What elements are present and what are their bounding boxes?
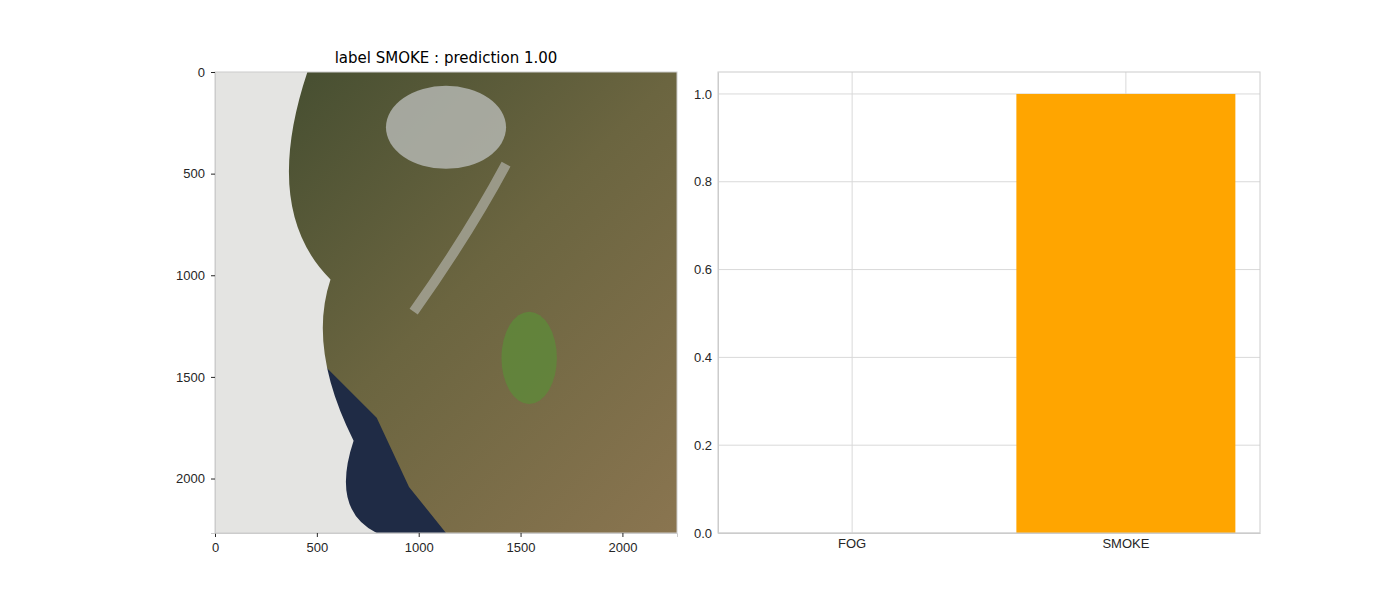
tick-label: 1500 — [176, 370, 205, 385]
tick-label: 0 — [212, 540, 219, 555]
tick-label: 0.2 — [694, 438, 712, 453]
tick: 0 — [198, 65, 215, 80]
axis-line — [211, 73, 216, 534]
tick-label: 500 — [307, 540, 329, 555]
plot-background — [718, 72, 1260, 533]
tick-label: 1.0 — [694, 87, 712, 102]
tick: 2000 — [176, 471, 215, 486]
tick-label: 0 — [198, 65, 205, 80]
tick: 2000 — [608, 533, 637, 555]
y-axis: 0.0 0.2 0.4 0.6 0.8 1.0 — [694, 73, 719, 541]
tick-mark — [211, 275, 215, 276]
smoke — [386, 86, 506, 169]
tick: 1000 — [176, 268, 215, 283]
tick-label: FOG — [838, 536, 866, 551]
tick-label: 1500 — [507, 540, 536, 555]
chart-title: label SMOKE : prediction 1.00 — [335, 49, 558, 67]
tick: 0.8 — [694, 174, 718, 189]
plot-background — [215, 72, 677, 533]
tick-mark — [211, 174, 215, 175]
tick-mark — [211, 479, 215, 480]
tick: 500 — [307, 533, 329, 555]
tick-mark — [622, 533, 623, 537]
tick: 1500 — [507, 533, 536, 555]
axis-line — [216, 534, 678, 538]
tick-label: 500 — [183, 166, 205, 181]
tick: 0.4 — [694, 350, 718, 365]
tick-label: 0.8 — [694, 174, 712, 189]
plot-area — [1016, 94, 1235, 533]
grid-line — [852, 72, 853, 533]
tick-label: SMOKE — [1102, 536, 1149, 551]
tick: 0.6 — [694, 262, 718, 277]
x-axis: FOG SMOKE — [719, 533, 1261, 551]
grid — [718, 72, 1260, 533]
tick-mark — [317, 533, 318, 537]
land — [215, 72, 677, 533]
tick: 1500 — [176, 370, 215, 385]
axis-line — [719, 533, 1261, 534]
tick: 0.0 — [694, 526, 718, 541]
tick: 0.2 — [694, 438, 718, 453]
tick-label: 0.4 — [694, 350, 712, 365]
x-axis: 0 500 1000 1500 2000 — [212, 533, 678, 555]
tick-label: 0.0 — [694, 526, 712, 541]
tick-mark — [521, 533, 522, 537]
tick: 1.0 — [694, 87, 718, 102]
satellite-image — [215, 72, 677, 533]
tick: 500 — [183, 166, 215, 181]
tick-label: 0.6 — [694, 262, 712, 277]
plot-area — [215, 72, 677, 533]
tick-label: 2000 — [608, 540, 637, 555]
plot-frame — [718, 72, 1260, 533]
tick: 1000 — [405, 533, 434, 555]
tick: SMOKE — [1102, 533, 1149, 551]
tick-mark — [211, 377, 215, 378]
smoke-plume — [414, 164, 506, 312]
clouds — [215, 72, 377, 533]
plot-frame — [215, 72, 677, 533]
axis-line — [718, 73, 719, 534]
fields — [501, 312, 556, 404]
tick-label: 2000 — [176, 471, 205, 486]
tick: 0 — [212, 533, 219, 555]
tick-mark — [419, 533, 420, 537]
tick-label: 1000 — [405, 540, 434, 555]
bar — [1016, 94, 1235, 533]
tick-mark — [211, 72, 215, 73]
tick-label: 1000 — [176, 268, 205, 283]
figure: 0 500 1000 1500 2000 0 500 1000 1500 2000 label SM… — [0, 0, 1400, 600]
tick: FOG — [838, 533, 866, 551]
y-axis: 0 500 1000 1500 2000 — [176, 65, 215, 534]
